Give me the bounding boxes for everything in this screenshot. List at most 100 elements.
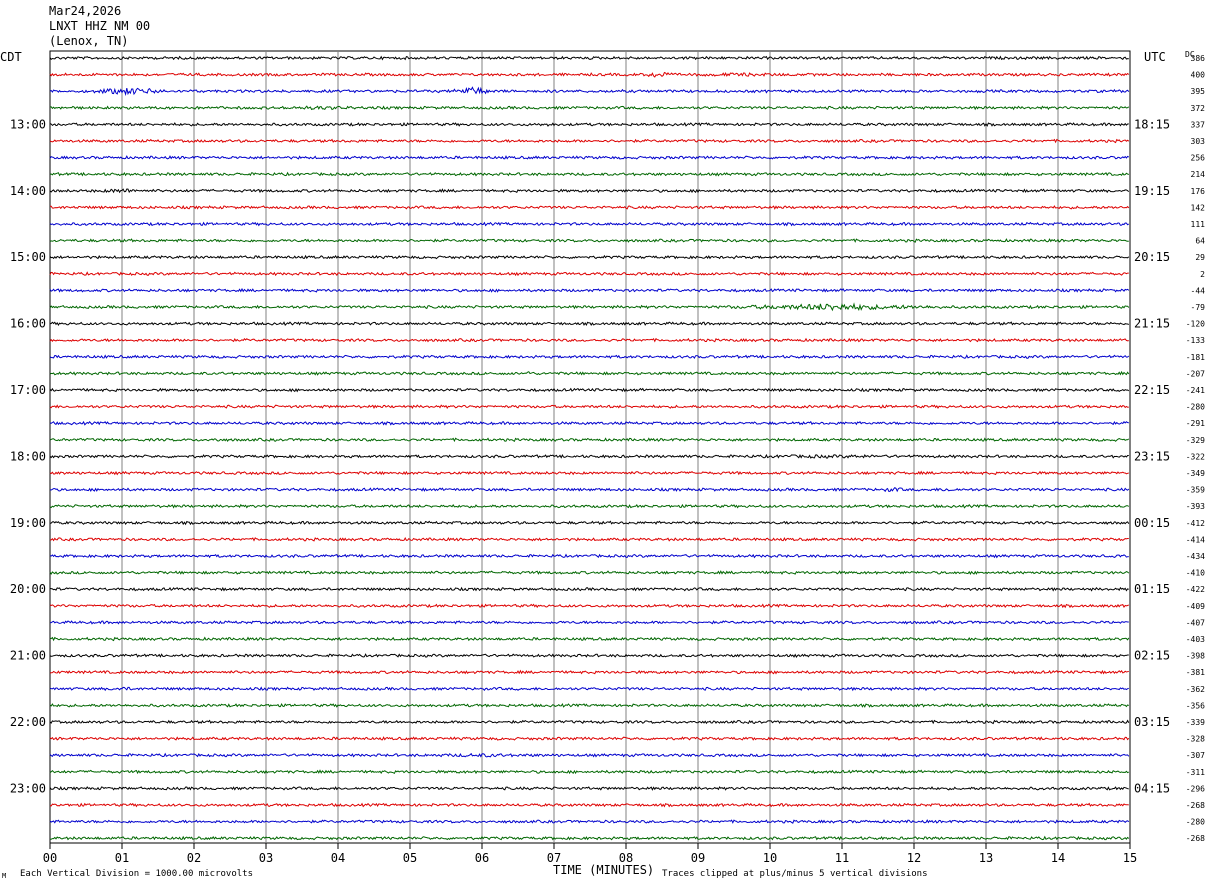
trace-line [49, 686, 1129, 692]
trace-line [49, 819, 1130, 824]
trace-line [49, 503, 1130, 509]
trace-line [49, 769, 1129, 775]
cdt-hour-labels: 13:00 14:00 15:00 16:00 17:00 18:00 19:00 20:00… [10, 117, 46, 795]
dc-offset-label: -280 [1186, 818, 1205, 827]
utc-hour-label: 00:15 [1134, 516, 1170, 530]
dc-offset-label: -291 [1186, 419, 1205, 428]
cdt-hour-label: 14:00 [10, 184, 46, 198]
x-tick-label: 09 [691, 851, 705, 865]
dc-offset-label: -422 [1186, 585, 1205, 594]
x-tick-label: 05 [403, 851, 417, 865]
dc-offset-label: 111 [1191, 220, 1206, 229]
trace-line [49, 653, 1129, 658]
dc-offset-label: -207 [1186, 369, 1205, 378]
dc-offset-label: -412 [1186, 519, 1205, 528]
x-tick-label: 11 [835, 851, 849, 865]
dc-offset-label: -120 [1186, 320, 1205, 329]
utc-hour-label: 02:15 [1134, 649, 1170, 663]
trace-line [49, 188, 1130, 194]
trace-line [49, 155, 1130, 160]
dc-offset-label: -133 [1186, 336, 1205, 345]
trace-line [49, 553, 1129, 559]
trace-line [49, 736, 1130, 741]
clip-note: Traces clipped at plus/minus 5 vertical … [662, 869, 928, 879]
trace-line [49, 387, 1130, 393]
dc-offset-label: 142 [1191, 203, 1206, 212]
dc-offset-label: -307 [1186, 751, 1205, 760]
vertical-division-note: Each Vertical Division = 1000.00 microvo… [20, 869, 253, 879]
x-tick-label: 04 [331, 851, 345, 865]
dc-offset-label: -434 [1186, 552, 1205, 561]
dc-offset-label: 395 [1191, 87, 1206, 96]
location-label: (Lenox, TN) [49, 34, 129, 48]
trace-line [49, 221, 1130, 227]
dc-offset-label: -414 [1186, 535, 1205, 544]
trace-line [49, 487, 1130, 493]
trace-line [49, 321, 1129, 327]
right-zone-label: UTC [1144, 50, 1166, 64]
utc-hour-labels: 18:15 19:15 20:15 21:15 22:15 23:15 00:15 01:15… [1134, 117, 1170, 795]
cdt-hour-label: 17:00 [10, 383, 46, 397]
dc-offset-label: 2 [1200, 270, 1205, 279]
dc-offset-label: -359 [1186, 486, 1205, 495]
utc-hour-label: 20:15 [1134, 250, 1170, 264]
trace-line [49, 271, 1129, 277]
cdt-hour-label: 18:00 [10, 449, 46, 463]
dc-offset-label: -356 [1186, 701, 1205, 710]
dc-offset-label: -381 [1186, 668, 1205, 677]
utc-hour-label: 18:15 [1134, 117, 1170, 131]
dc-offset-label: 372 [1191, 104, 1206, 113]
dc-offset-label: -44 [1191, 286, 1206, 295]
cdt-hour-label: 16:00 [10, 317, 46, 331]
x-tick-label: 10 [763, 851, 777, 865]
x-tick-labels: 00 01 02 03 04 05 06 07 08 09 10 11 12 13 14 15 [43, 851, 1137, 865]
trace-line [49, 254, 1130, 260]
dc-offset-label: -328 [1186, 735, 1205, 744]
x-tick-label: 07 [547, 851, 561, 865]
left-zone-label: CDT [0, 50, 22, 64]
utc-hour-label: 01:15 [1134, 582, 1170, 596]
utc-hour-label: 03:15 [1134, 715, 1170, 729]
x-tick-label: 00 [43, 851, 57, 865]
dc-offset-label: -79 [1191, 303, 1206, 312]
x-tick-label: 15 [1123, 851, 1137, 865]
trace-line [49, 55, 1129, 61]
cdt-hour-label: 22:00 [10, 715, 46, 729]
trace-line [49, 204, 1130, 210]
dc-offset-label: -410 [1186, 569, 1205, 578]
utc-hour-label: 23:15 [1134, 449, 1170, 463]
seismic-traces [49, 55, 1130, 841]
dc-offset-label: 386 [1191, 54, 1206, 63]
x-tick-label: 03 [259, 851, 273, 865]
trace-line [49, 570, 1130, 575]
trace-line [49, 287, 1130, 293]
trace-line [49, 302, 1130, 312]
dc-offset-label: -409 [1186, 602, 1205, 611]
trace-line [49, 404, 1129, 410]
dc-offset-label: -268 [1186, 834, 1205, 843]
trace-line [49, 719, 1130, 725]
dc-offset-labels: 386 400 395 372 337 303 256 214 176 142 111 64 29 2 -4… [1186, 54, 1205, 843]
dc-offset-label: -311 [1186, 768, 1205, 777]
trace-line [49, 586, 1129, 592]
plot-frame [49, 50, 1131, 844]
cdt-hour-label: 20:00 [10, 582, 46, 596]
trace-line [49, 520, 1130, 526]
corner-mark: M [2, 872, 6, 880]
dc-offset-label: -349 [1186, 469, 1205, 478]
trace-line [49, 669, 1129, 675]
dc-offset-label: -398 [1186, 652, 1205, 661]
cdt-hour-label: 19:00 [10, 516, 46, 530]
trace-line [49, 171, 1130, 177]
trace-line [49, 636, 1130, 642]
x-tick-label: 12 [907, 851, 921, 865]
dc-header: DC [1185, 50, 1195, 59]
dc-offset-label: -296 [1186, 784, 1205, 793]
dc-offset-label: 337 [1191, 120, 1206, 129]
x-tick-label: 02 [187, 851, 201, 865]
trace-line [49, 238, 1129, 243]
cdt-hour-label: 13:00 [10, 117, 46, 131]
dc-offset-label: 176 [1191, 187, 1206, 196]
dc-offset-label: -181 [1186, 353, 1205, 362]
